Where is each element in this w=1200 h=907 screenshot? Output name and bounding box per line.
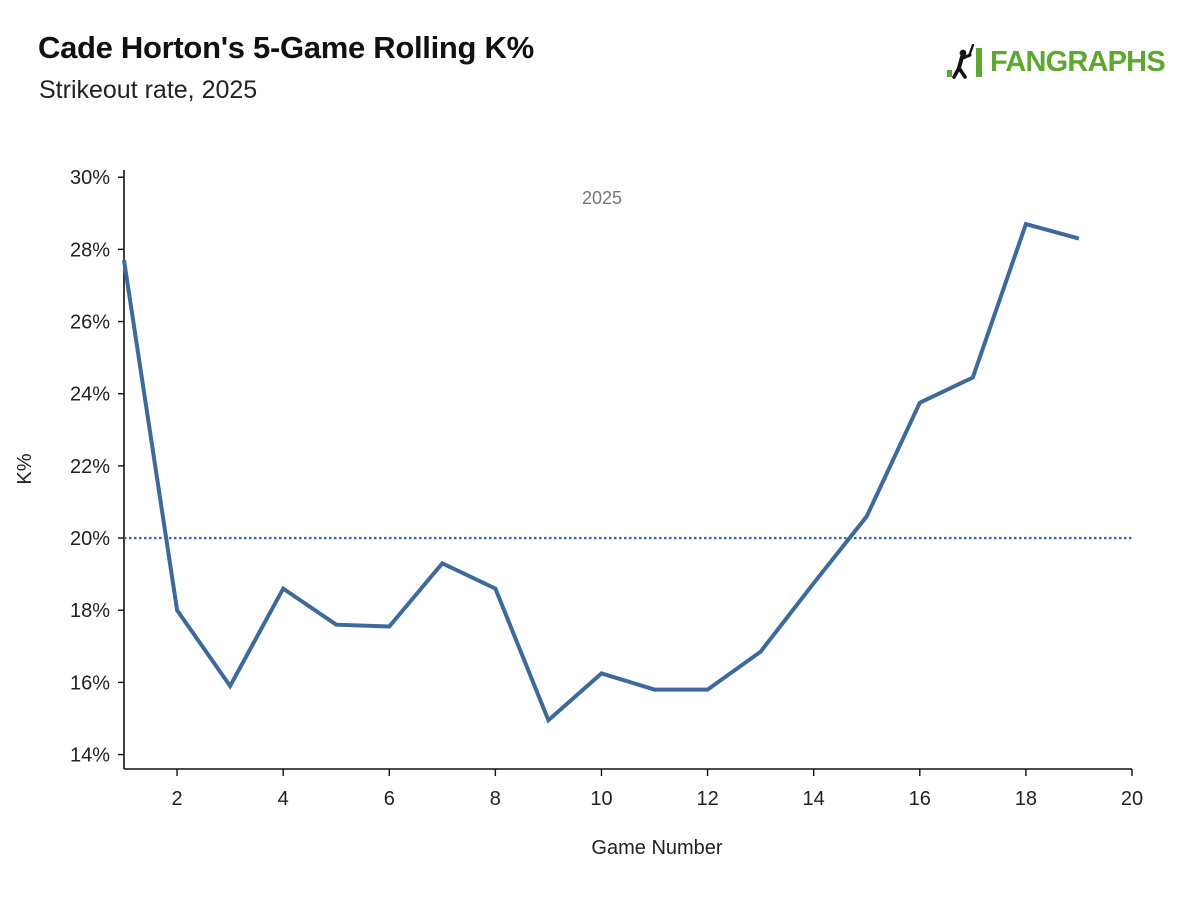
series-line-k-percent [122,221,1080,724]
x-tick-label: 18 [1015,788,1037,810]
chart-annotation: 2025 [582,188,622,208]
x-tick-label: 16 [909,788,931,810]
x-tick-label: 4 [278,788,289,810]
y-tick-label: 16% [70,672,110,694]
y-tick-label: 22% [70,456,110,478]
y-tick-label: 26% [70,312,110,334]
x-tick-label: 8 [490,788,501,810]
y-tick-label: 24% [70,384,110,406]
y-tick-label: 14% [70,745,110,767]
x-tick-label: 20 [1121,788,1143,810]
batter-icon [947,44,982,79]
fangraphs-logo: FANGRAPHS [946,44,1166,80]
chart-title: Cade Horton's 5-Game Rolling K% [38,30,534,65]
y-tick-label: 30% [70,167,110,189]
chart-subtitle: Strikeout rate, 2025 [39,76,258,104]
x-tick-label: 10 [590,788,612,810]
x-axis: 2 4 6 8 10 12 14 16 18 20 [124,768,1143,810]
logo-wordmark: FANGRAPHS [990,45,1166,78]
y-tick-label: 18% [70,600,110,622]
y-axis: 14% 16% 18% 20% 22% 24% 26% 28% 30% [70,167,125,769]
x-tick-label: 2 [171,788,182,810]
y-tick-label: 20% [70,528,110,550]
x-axis-title: Game Number [591,837,722,859]
y-axis-title: K% [14,453,36,484]
x-tick-label: 12 [696,788,718,810]
series-layer [122,221,1080,724]
y-tick-label: 28% [70,239,110,261]
x-tick-label: 14 [803,788,825,810]
x-tick-label: 6 [384,788,395,810]
